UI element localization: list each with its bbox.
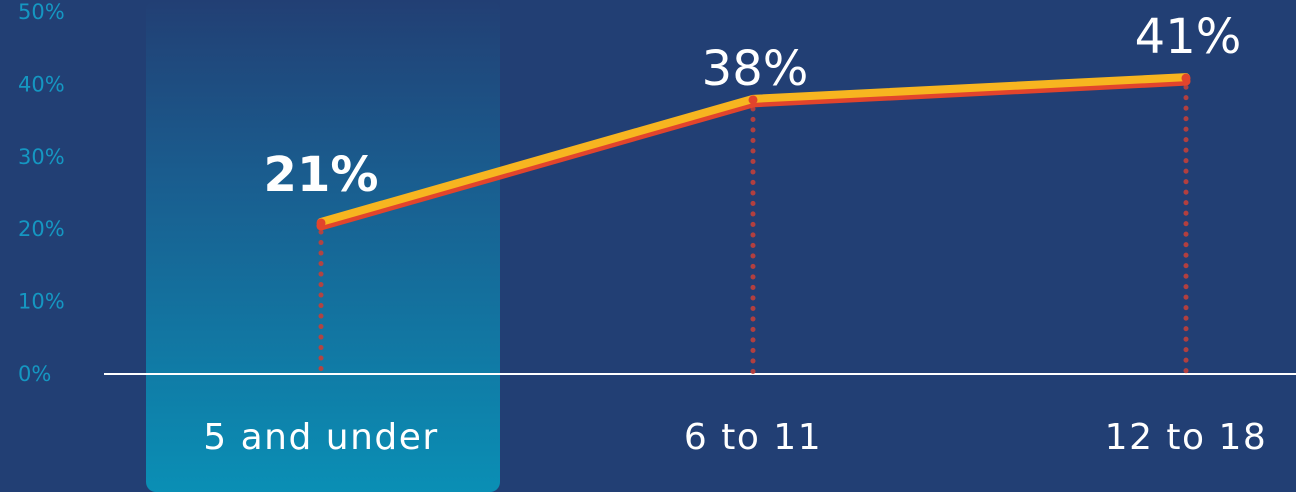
x-axis: 5 and under 6 to 11 12 to 18 — [203, 417, 1268, 458]
y-tick-label: 10% — [18, 290, 65, 314]
data-label: 21% — [264, 147, 379, 203]
x-category-label: 5 and under — [203, 417, 438, 458]
y-tick-label: 50% — [18, 0, 65, 24]
data-labels: 21% 38% 41% — [264, 9, 1242, 203]
x-category-label: 12 to 18 — [1105, 417, 1268, 458]
y-tick-label: 20% — [18, 217, 65, 241]
data-point — [1181, 73, 1191, 83]
data-point — [316, 218, 326, 228]
data-point — [748, 95, 758, 105]
y-tick-label: 40% — [18, 72, 65, 96]
highlight-band — [146, 0, 500, 492]
y-axis: 0% 10% 20% 30% 40% 50% — [18, 0, 65, 386]
data-label: 38% — [702, 41, 809, 97]
data-label: 41% — [1135, 9, 1242, 65]
drop-lines — [318, 84, 1189, 375]
y-tick-label: 0% — [18, 362, 51, 386]
y-tick-label: 30% — [18, 145, 65, 169]
series-line — [316, 73, 1191, 231]
x-category-label: 6 to 11 — [684, 417, 822, 458]
